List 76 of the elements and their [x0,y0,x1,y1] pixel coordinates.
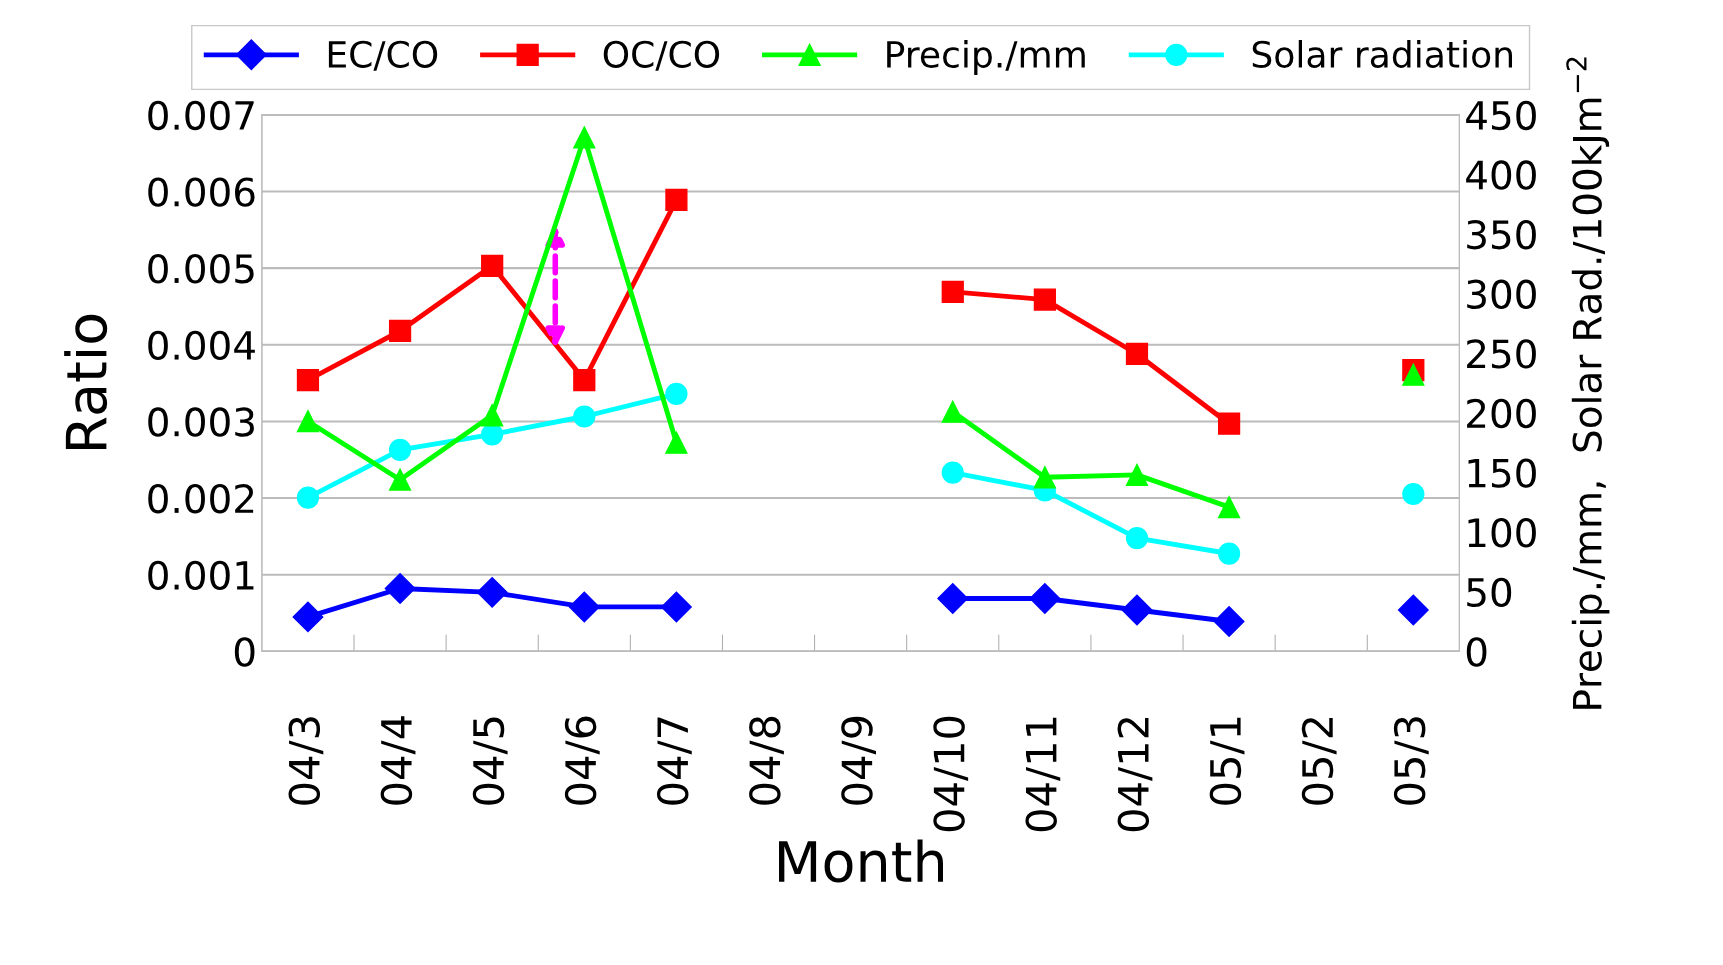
point [573,405,596,428]
legend-label: EC/CO [328,40,438,71]
x-tick-label: 04/12 [1117,718,1153,832]
point [1213,606,1245,637]
point [388,438,412,461]
x-tick-label: 04/9 [841,716,876,805]
y-tick-label: 0.001 [148,560,254,591]
x-tick-label: 04/6 [564,716,600,805]
y2-tick-label: 100 [1468,518,1536,548]
point [573,126,596,149]
point [1217,412,1241,435]
y-tick-label: 0.004 [148,330,255,361]
y2-tick-label: 250 [1467,339,1536,369]
y2-tick-label: 400 [1466,160,1536,190]
point [665,431,688,454]
point [388,319,412,343]
x-tick-label: 05/2 [1301,718,1337,805]
point [481,423,504,446]
point [296,368,320,392]
point [1125,342,1149,366]
y2-tick-label: 300 [1467,279,1536,310]
y2-tick-label: 350 [1467,219,1536,250]
y2-tick-label: 200 [1467,398,1536,429]
y2-tick-label: 50 [1467,577,1512,608]
y-tick-label: 0.006 [148,177,255,207]
y-tick-label: 0.002 [148,483,254,514]
point [388,468,412,491]
point [384,573,416,604]
point [660,591,692,623]
point [1033,466,1056,489]
x-tick-label: 05/1 [1209,717,1245,805]
y-tick-label: 0.003 [148,407,254,437]
x-tick-label: 04/7 [656,717,692,805]
point [665,382,688,405]
point [1121,594,1153,626]
x-tick-label: 04/11 [1025,717,1061,832]
point [573,368,596,392]
x-tick-label: 04/5 [472,717,508,805]
point [296,486,320,509]
x-tick-label: 04/10 [933,716,969,832]
x-tick-label: 05/3 [1393,717,1429,805]
legend-label: OC/CO [603,40,720,71]
y-tick-label: 0.005 [148,254,254,284]
point [481,254,504,277]
point [568,591,600,623]
point [296,410,320,433]
x-tick-label: 04/4 [380,716,416,805]
point [941,280,964,304]
x-tick-label: 04/3 [288,717,324,805]
point [937,583,969,614]
point [941,400,964,423]
y2-tick-label: 150 [1468,458,1536,488]
y2-axis-title: Precip./mm, Solar Rad./100kJm$^{−2}$ [1566,57,1610,709]
point [1217,542,1241,565]
legend-label: Solar radiation [1252,40,1513,68]
point [1029,583,1061,614]
y2-tick-label: 450 [1466,100,1536,131]
point [1125,463,1149,487]
y-tick-label: 0.007 [148,100,254,131]
point [476,576,508,608]
point [1397,594,1429,626]
point [941,461,964,484]
x-axis-title: Month [779,839,943,883]
point [292,601,324,633]
point [481,404,504,427]
point [665,188,688,212]
y2-tick-label: 0 [1466,637,1487,667]
y-tick-label: 0 [234,637,255,667]
point [1125,526,1149,550]
point [1402,482,1425,506]
x-tick-label: 04/8 [749,716,784,805]
point [1402,363,1425,386]
point [1033,288,1056,311]
legend-label: Precip./mm [887,40,1085,75]
point [1217,495,1241,519]
y-axis-title: Ratio [64,314,108,449]
